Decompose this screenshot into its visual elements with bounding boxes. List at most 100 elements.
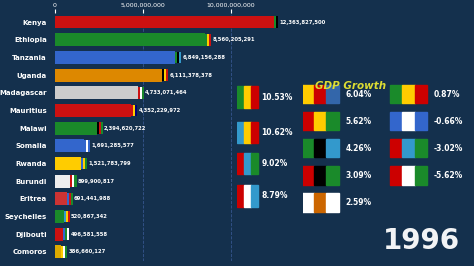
Text: 3.09%: 3.09% [346,171,372,180]
Bar [166,69,168,81]
Bar [313,112,326,130]
Text: 4,352,229,972: 4,352,229,972 [138,108,181,113]
Bar [64,246,65,257]
Bar [390,112,402,130]
Bar [64,211,66,222]
Bar [55,69,162,81]
Bar [69,193,71,205]
Bar [326,139,338,157]
Bar [68,211,70,222]
Text: 386,660,127: 386,660,127 [69,249,106,254]
Bar [55,122,97,135]
Text: 6,111,378,378: 6,111,378,378 [170,73,212,78]
Bar [85,158,88,169]
Bar [415,166,427,185]
Bar [71,193,73,205]
Text: 2,394,620,722: 2,394,620,722 [104,126,146,131]
Bar [55,175,70,188]
Bar [67,228,69,240]
Text: 0.87%: 0.87% [434,90,461,98]
Bar [55,86,138,99]
Bar [402,85,415,103]
Text: 12,363,827,500: 12,363,827,500 [280,20,326,25]
Bar [313,193,326,212]
Bar [73,175,74,187]
Text: 9.02%: 9.02% [262,159,288,168]
Bar [415,139,427,157]
Bar [237,122,244,143]
Bar [61,246,64,257]
Bar [55,34,205,46]
Bar [402,166,415,185]
Bar [313,139,326,157]
Bar [67,193,69,205]
Bar [133,105,135,116]
Bar [244,153,251,174]
Bar [55,246,61,258]
Bar [55,139,84,152]
Bar [164,69,166,81]
Text: 1,521,783,799: 1,521,783,799 [89,161,131,166]
Bar [237,153,244,174]
Bar [177,52,179,63]
Text: 496,581,558: 496,581,558 [71,232,108,237]
Bar [88,140,91,152]
Bar [313,166,326,185]
Text: 10.53%: 10.53% [262,93,293,102]
Text: 520,867,342: 520,867,342 [71,214,108,219]
Bar [207,34,210,45]
Bar [63,228,65,240]
Bar [86,140,88,152]
Bar [142,87,144,99]
Bar [251,122,258,143]
Bar [55,193,67,205]
Bar [55,210,64,223]
Bar [237,185,244,207]
Bar [140,87,142,99]
Bar [179,52,181,63]
Bar [301,112,313,130]
Bar [301,139,313,157]
Bar [415,85,427,103]
Bar [55,51,175,64]
Bar [402,112,415,130]
Bar [162,69,164,81]
Bar [55,16,272,28]
Bar [251,153,258,174]
Bar [301,166,313,185]
Bar [65,246,67,257]
Text: 691,441,988: 691,441,988 [74,196,111,201]
Bar [390,139,402,157]
Bar [101,122,103,134]
Text: -0.66%: -0.66% [434,117,464,126]
Bar [274,16,276,28]
Bar [402,139,415,157]
Bar [251,86,258,108]
Bar [131,105,133,116]
Bar [138,87,140,99]
Bar [237,86,244,108]
Bar [55,157,82,170]
Text: 6,849,156,288: 6,849,156,288 [182,55,226,60]
Bar [326,166,338,185]
Text: 8,560,205,291: 8,560,205,291 [213,37,255,42]
Bar [415,112,427,130]
Bar [84,140,86,152]
Text: 6.04%: 6.04% [346,90,372,98]
Text: -3.02%: -3.02% [434,144,464,153]
Text: -5.62%: -5.62% [434,171,464,180]
Bar [55,228,63,240]
Text: 5.62%: 5.62% [346,117,372,126]
Text: 4,733,071,464: 4,733,071,464 [145,90,188,95]
Bar [301,193,313,212]
Bar [326,85,338,103]
Bar [276,16,278,28]
Bar [390,85,402,103]
Bar [244,122,251,143]
Bar [65,228,67,240]
Bar [244,185,251,207]
Bar [251,185,258,207]
Bar [83,158,85,169]
Text: 1996: 1996 [383,227,460,255]
Bar [210,34,211,45]
